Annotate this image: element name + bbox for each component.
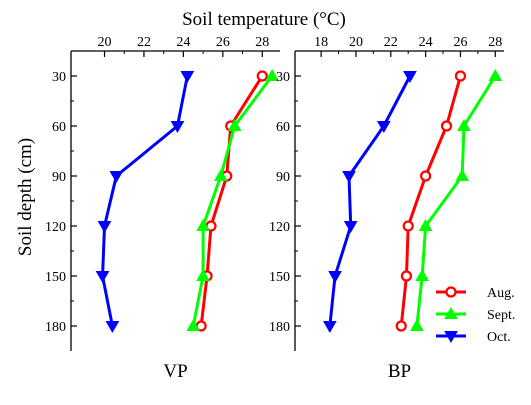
data-point-oct [109,171,124,184]
data-point-sept [213,168,228,181]
data-point-sept [186,318,201,331]
data-point-aug [256,70,268,82]
data-point-sept [415,268,430,281]
x-tick-label: 22 [137,35,151,50]
y-tick-label: 90 [52,170,66,185]
panel-vp: 20 22 24 26 28 30 60 90 120 150 180 VP [45,35,280,382]
data-point-sept [227,118,242,131]
data-point-oct [95,271,110,284]
series-line-sept [191,75,274,327]
data-point-oct [322,321,337,334]
data-point-oct [343,221,358,234]
x-tick-label: 20 [98,35,112,50]
legend-label-oct: Oct. [487,330,511,345]
x-tick-label: 24 [176,35,190,50]
x-tick-label: 24 [419,35,433,50]
y-tick-label: 60 [276,120,290,135]
legend: Aug. Sept. Oct. [436,286,515,345]
y-tick-label: 30 [52,70,66,85]
y-tick-label: 120 [45,220,66,235]
data-point-oct [180,71,195,84]
data-point-oct [376,121,391,134]
legend-marker-oct [444,331,458,344]
data-point-oct [97,221,112,234]
data-point-sept [455,168,470,181]
legend-marker-aug [445,286,457,298]
y-tick-label: 150 [45,270,66,285]
data-point-aug [402,220,414,232]
panel-label: VP [163,361,187,382]
data-point-sept [418,218,433,231]
data-point-sept [196,218,210,231]
data-point-sept [410,318,424,331]
legend-label-aug: Aug. [487,286,515,301]
y-tick-label: 60 [52,120,66,135]
x-tick-label: 20 [349,35,363,50]
series-line-oct [101,75,189,327]
data-point-aug [420,170,432,182]
y-tick-label: 120 [269,220,290,235]
series-line-aug [199,75,264,327]
data-point-oct [170,121,185,134]
data-point-oct [105,321,120,334]
y-tick-label: 30 [276,70,290,85]
panel-label: BP [388,361,411,382]
y-tick-label: 180 [45,320,66,335]
x-tick-label: 28 [255,35,269,50]
x-tick-label: 22 [384,35,398,50]
data-point-oct [342,171,356,184]
legend-marker-sept [444,306,458,319]
x-tick-label: 26 [453,35,467,50]
series-line-aug [399,75,462,327]
data-point-aug [440,120,453,132]
y-tick-label: 180 [269,320,290,335]
data-point-aug [454,70,467,82]
data-point-oct [328,271,342,284]
y-tick-label: 150 [269,270,290,285]
data-point-aug [395,320,407,332]
x-tick-label: 28 [488,35,502,50]
data-point-aug [400,270,413,282]
data-point-sept [457,118,471,131]
chart-title: Soil temperature (°C) [182,9,346,30]
panel-bp: 18 20 22 24 26 28 30 60 90 120 150 180 BP [269,35,504,382]
data-point-sept [196,268,210,281]
y-tick-label: 90 [276,170,290,185]
legend-label-sept: Sept. [487,308,515,323]
y-axis-label: Soil depth (cm) [15,138,36,256]
data-point-sept [265,68,279,81]
series-line-oct [328,75,412,327]
data-point-oct [403,71,417,84]
series-line-sept [415,75,497,327]
x-tick-label: 26 [216,35,230,50]
x-tick-label: 18 [314,35,328,50]
data-point-sept [488,68,503,81]
